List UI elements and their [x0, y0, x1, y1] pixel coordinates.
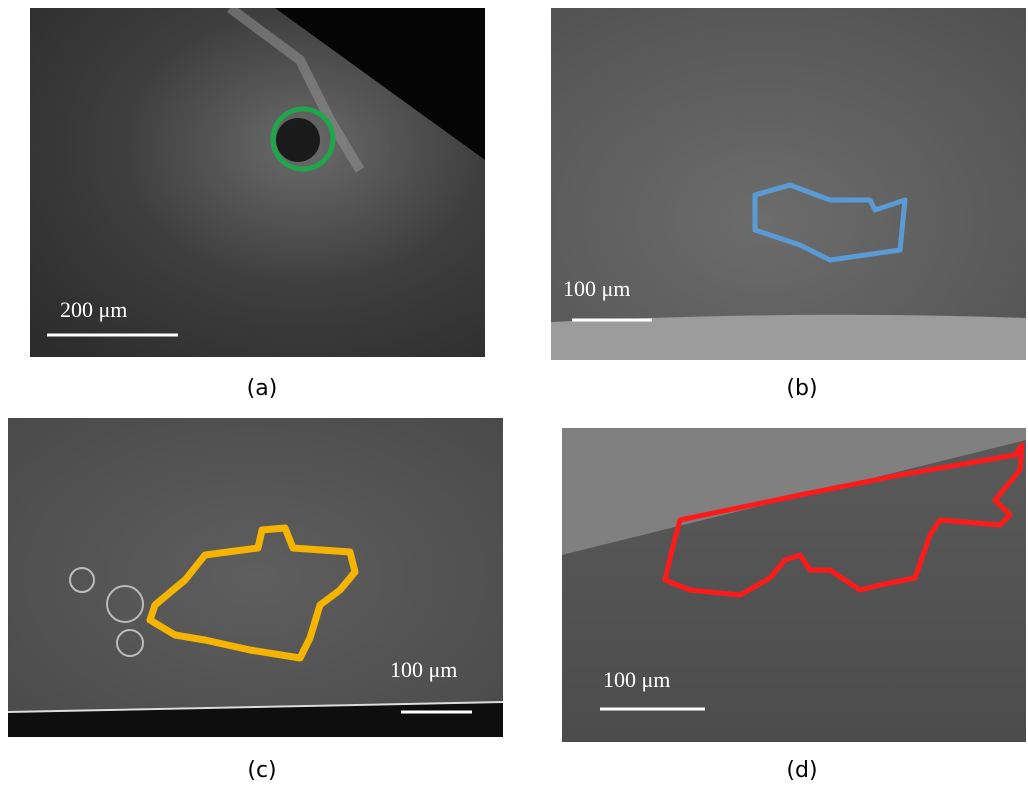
- scale-bar-label: 100 μm: [563, 276, 630, 301]
- scale-bar-label: 100 μm: [390, 657, 457, 682]
- panel-label: (d): [786, 758, 817, 783]
- panel-label: (b): [786, 376, 817, 401]
- scale-bar-label: 100 μm: [603, 667, 670, 692]
- micrograph-d: [562, 428, 1026, 742]
- micrograph-b: [551, 8, 1026, 360]
- panel-label: (a): [247, 376, 278, 401]
- scale-bar-label: 200 μm: [60, 297, 127, 322]
- panel-label: (c): [247, 758, 276, 783]
- micrograph-c: [8, 418, 503, 737]
- micrograph-a: [30, 8, 485, 357]
